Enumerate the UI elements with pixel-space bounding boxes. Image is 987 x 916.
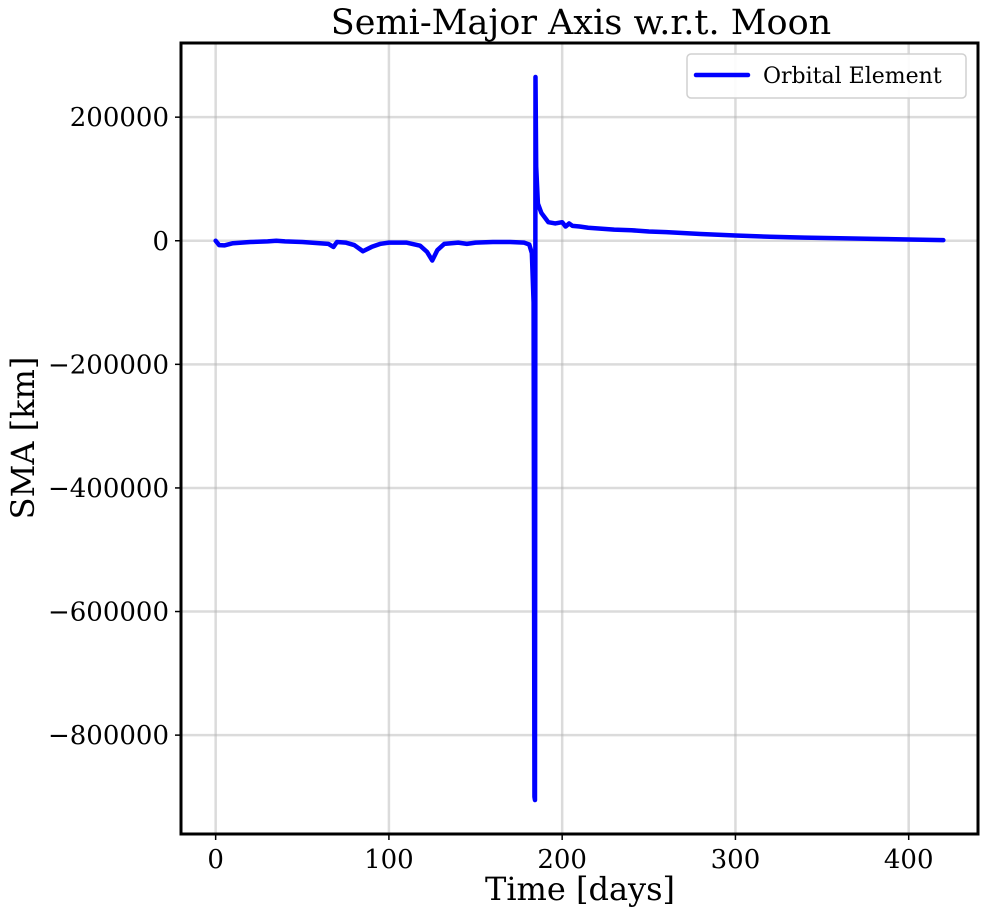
y-tick-label: 0 <box>152 227 169 257</box>
x-tick-label: 300 <box>711 845 761 875</box>
y-tick-label: −400000 <box>48 474 169 504</box>
y-tick-label: −200000 <box>48 350 169 380</box>
x-tick-label: 200 <box>537 845 587 875</box>
x-tick-label: 100 <box>364 845 414 875</box>
y-tick-label: −600000 <box>48 598 169 628</box>
x-tick-label: 400 <box>884 845 934 875</box>
legend: Orbital Element <box>686 53 967 99</box>
series-line-orbital-element <box>213 74 946 803</box>
y-axis-title: SMA [km] <box>4 357 42 520</box>
chart-title: Semi-Major Axis w.r.t. Moon <box>331 3 831 43</box>
y-tick-label: 200000 <box>70 103 169 133</box>
plot-frame <box>179 41 980 836</box>
x-axis-ticks: 0 100 200 300 400 <box>207 834 934 875</box>
series-layer <box>213 74 946 803</box>
x-tick-label: 0 <box>207 845 224 875</box>
legend-box <box>686 53 967 99</box>
legend-label: Orbital Element <box>763 64 942 89</box>
y-tick-label: −800000 <box>48 721 169 751</box>
y-axis-ticks: 200000 0 −200000 −400000 −600000 −800000 <box>48 103 181 751</box>
x-axis-title: Time [days] <box>485 870 675 908</box>
